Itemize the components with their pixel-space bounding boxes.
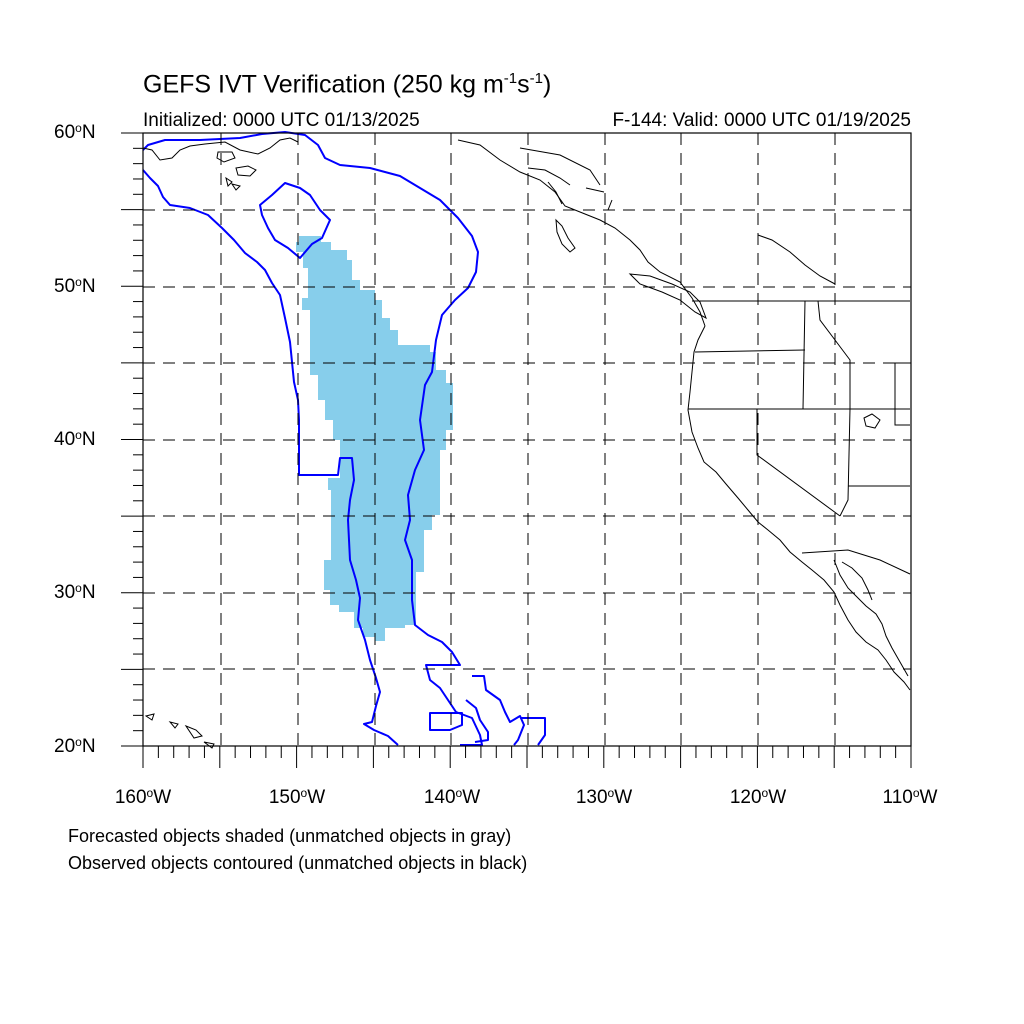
west-coast bbox=[687, 325, 911, 691]
alaska-island-2 bbox=[235, 165, 257, 177]
kodiak-island bbox=[216, 151, 236, 163]
panhandle-islands bbox=[527, 167, 613, 211]
baja-peninsula bbox=[833, 559, 909, 677]
lat-label-20: 20oN bbox=[54, 735, 96, 757]
observed-object-south-c bbox=[520, 717, 546, 746]
valid-label: F-144: Valid: 0000 UTC 01/19/2025 bbox=[612, 110, 911, 131]
lat-label-40: 40oN bbox=[54, 428, 96, 450]
great-salt-lake bbox=[863, 413, 881, 429]
lon-label-120: 120oW bbox=[729, 786, 787, 808]
hawaii-islands bbox=[144, 713, 215, 749]
observed-object-south-a bbox=[429, 712, 463, 731]
nv-az-border bbox=[839, 408, 910, 517]
observed-object-north bbox=[142, 169, 399, 746]
observed-object-south-d bbox=[465, 699, 489, 743]
wa-or-border bbox=[694, 349, 806, 353]
lon-label-160: 160oW bbox=[114, 786, 172, 808]
panhandle-coast bbox=[457, 139, 706, 327]
lon-label-140: 140oW bbox=[423, 786, 481, 808]
axis-ticks bbox=[121, 132, 912, 768]
us-mexico-border bbox=[801, 549, 911, 575]
vancouver-island bbox=[628, 273, 707, 320]
initialized-label: Initialized: 0000 UTC 01/13/2025 bbox=[143, 110, 420, 131]
graticule bbox=[143, 133, 911, 745]
lon-label-150: 150oW bbox=[268, 786, 326, 808]
observed-object-inner-ring bbox=[259, 182, 331, 259]
observed-legend-note: Observed objects contoured (unmatched ob… bbox=[68, 853, 528, 873]
id-border bbox=[802, 300, 851, 410]
ca-nv-border bbox=[756, 409, 841, 517]
observed-contours bbox=[142, 131, 546, 746]
chart-title: GEFS IVT Verification (250 kg m-1s-1) bbox=[143, 70, 552, 99]
lon-label-130: 130oW bbox=[575, 786, 633, 808]
coastlines bbox=[142, 137, 911, 749]
lat-label-60: 60oN bbox=[54, 121, 96, 143]
bc-inland-coast bbox=[519, 147, 836, 285]
lat-label-30: 30oN bbox=[54, 581, 96, 603]
observed-object-east-edge bbox=[142, 131, 483, 746]
ut-wy-border bbox=[894, 362, 910, 426]
alaska-coast bbox=[142, 137, 299, 161]
lon-label-110: 110oW bbox=[882, 786, 938, 808]
observed-object-south-b bbox=[472, 675, 525, 746]
alaska-island-3 bbox=[225, 176, 241, 191]
lat-label-50: 50oN bbox=[54, 275, 96, 297]
forecast-legend-note: Forecasted objects shaded (unmatched obj… bbox=[68, 826, 512, 846]
haida-gwaii bbox=[555, 218, 576, 253]
gulf-california bbox=[841, 561, 873, 601]
